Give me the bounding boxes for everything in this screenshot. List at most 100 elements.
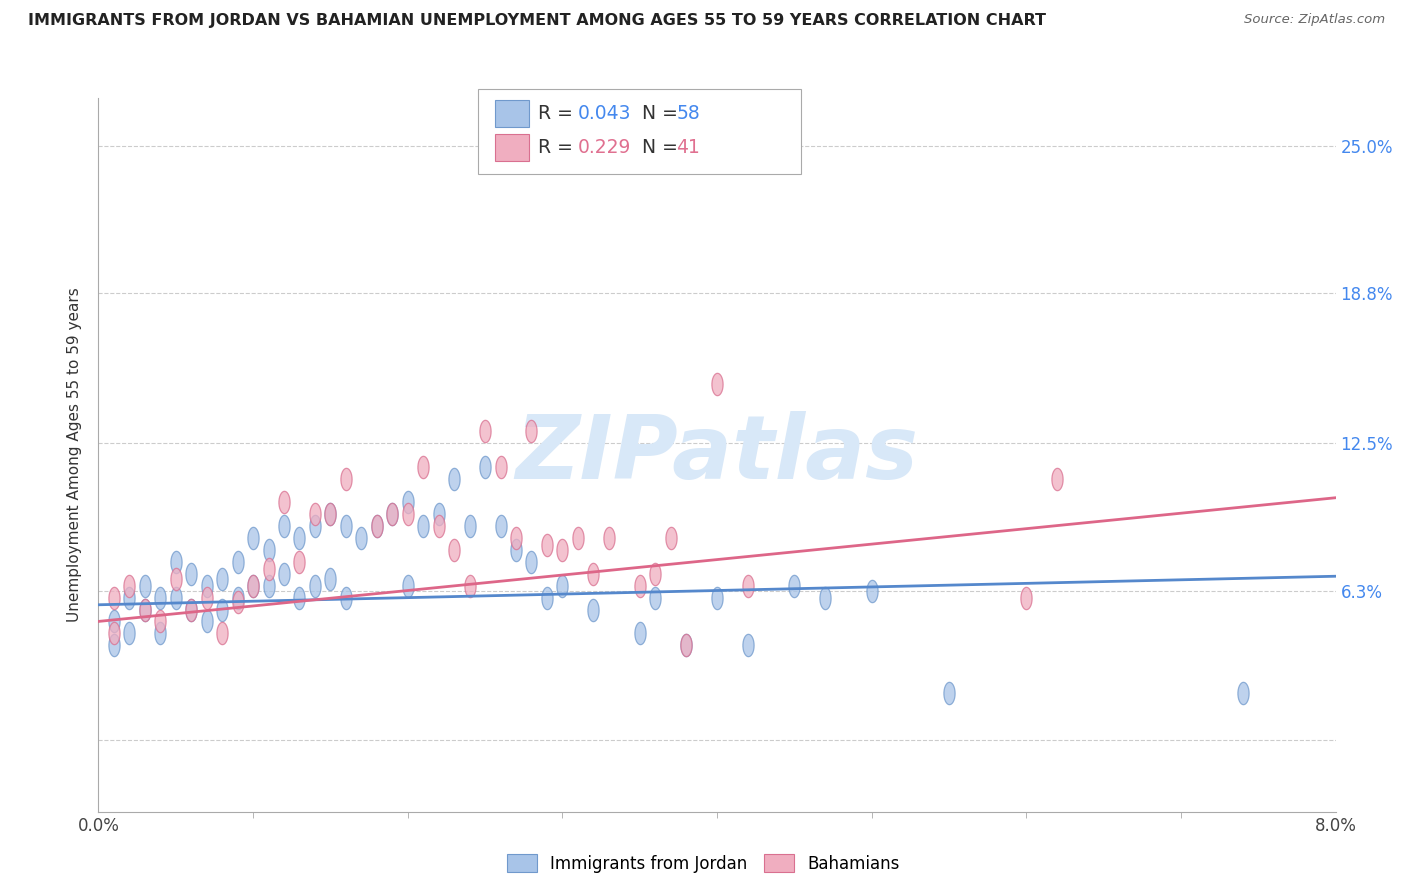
Bahamians (520, 424, 543, 438)
Bahamians (180, 602, 202, 616)
Immigrants from Jordan (242, 531, 264, 545)
Immigrants from Jordan (195, 579, 218, 593)
Immigrants from Jordan (257, 579, 280, 593)
Bahamians (737, 579, 759, 593)
Text: 58: 58 (676, 103, 700, 123)
Bahamians (211, 626, 233, 640)
Text: N =: N = (630, 137, 683, 157)
Text: Source: ZipAtlas.com: Source: ZipAtlas.com (1244, 13, 1385, 27)
Bahamians (489, 459, 512, 474)
Immigrants from Jordan (860, 583, 883, 598)
Immigrants from Jordan (1232, 686, 1254, 700)
Bahamians (474, 424, 496, 438)
Bahamians (505, 531, 527, 545)
Bahamians (443, 543, 465, 558)
Immigrants from Jordan (180, 566, 202, 581)
Immigrants from Jordan (350, 531, 373, 545)
Bahamians (273, 495, 295, 509)
Immigrants from Jordan (396, 495, 419, 509)
Immigrants from Jordan (304, 519, 326, 533)
Immigrants from Jordan (474, 459, 496, 474)
Immigrants from Jordan (412, 519, 434, 533)
Immigrants from Jordan (366, 519, 388, 533)
Bahamians (628, 579, 651, 593)
Immigrants from Jordan (427, 508, 450, 522)
Immigrants from Jordan (118, 591, 141, 605)
Immigrants from Jordan (814, 591, 837, 605)
Y-axis label: Unemployment Among Ages 55 to 59 years: Unemployment Among Ages 55 to 59 years (67, 287, 83, 623)
Immigrants from Jordan (288, 591, 311, 605)
Immigrants from Jordan (319, 508, 342, 522)
Bahamians (288, 555, 311, 569)
Bahamians (366, 519, 388, 533)
Immigrants from Jordan (675, 638, 697, 652)
Immigrants from Jordan (273, 519, 295, 533)
Bahamians (319, 508, 342, 522)
Immigrants from Jordan (195, 615, 218, 629)
Bahamians (675, 638, 697, 652)
Immigrants from Jordan (211, 602, 233, 616)
Text: N =: N = (630, 103, 683, 123)
Bahamians (427, 519, 450, 533)
Text: ZIPatlas: ZIPatlas (516, 411, 918, 499)
Bahamians (134, 602, 156, 616)
Immigrants from Jordan (242, 579, 264, 593)
Text: 41: 41 (676, 137, 700, 157)
Bahamians (644, 566, 666, 581)
Bahamians (149, 615, 172, 629)
Immigrants from Jordan (288, 531, 311, 545)
Immigrants from Jordan (551, 579, 574, 593)
Bahamians (582, 566, 605, 581)
Immigrants from Jordan (783, 579, 806, 593)
Immigrants from Jordan (396, 579, 419, 593)
Text: R =: R = (538, 137, 579, 157)
Immigrants from Jordan (134, 602, 156, 616)
Immigrants from Jordan (226, 591, 249, 605)
Bahamians (226, 595, 249, 609)
Immigrants from Jordan (536, 591, 558, 605)
Immigrants from Jordan (165, 555, 187, 569)
Text: 0.043: 0.043 (578, 103, 631, 123)
Bahamians (1046, 472, 1069, 486)
Bahamians (195, 591, 218, 605)
Immigrants from Jordan (211, 572, 233, 586)
Immigrants from Jordan (644, 591, 666, 605)
Immigrants from Jordan (149, 591, 172, 605)
Immigrants from Jordan (628, 626, 651, 640)
Immigrants from Jordan (149, 626, 172, 640)
Immigrants from Jordan (505, 543, 527, 558)
Bahamians (567, 531, 589, 545)
Immigrants from Jordan (443, 472, 465, 486)
Legend: Immigrants from Jordan, Bahamians: Immigrants from Jordan, Bahamians (501, 847, 905, 880)
Immigrants from Jordan (103, 638, 125, 652)
Immigrants from Jordan (226, 555, 249, 569)
Immigrants from Jordan (304, 579, 326, 593)
Immigrants from Jordan (335, 591, 357, 605)
Immigrants from Jordan (582, 602, 605, 616)
Immigrants from Jordan (319, 572, 342, 586)
Immigrants from Jordan (180, 602, 202, 616)
Bahamians (103, 626, 125, 640)
Immigrants from Jordan (134, 579, 156, 593)
Text: R =: R = (538, 103, 579, 123)
Immigrants from Jordan (335, 519, 357, 533)
Bahamians (458, 579, 481, 593)
Bahamians (118, 579, 141, 593)
Bahamians (103, 591, 125, 605)
Bahamians (165, 572, 187, 586)
Immigrants from Jordan (520, 555, 543, 569)
Bahamians (598, 531, 620, 545)
Bahamians (412, 459, 434, 474)
Bahamians (396, 508, 419, 522)
Immigrants from Jordan (489, 519, 512, 533)
Bahamians (304, 508, 326, 522)
Bahamians (551, 543, 574, 558)
Immigrants from Jordan (381, 508, 404, 522)
Bahamians (536, 538, 558, 552)
Text: IMMIGRANTS FROM JORDAN VS BAHAMIAN UNEMPLOYMENT AMONG AGES 55 TO 59 YEARS CORREL: IMMIGRANTS FROM JORDAN VS BAHAMIAN UNEMP… (28, 13, 1046, 29)
Bahamians (659, 531, 682, 545)
Immigrants from Jordan (458, 519, 481, 533)
Bahamians (381, 508, 404, 522)
Bahamians (706, 376, 728, 391)
Immigrants from Jordan (103, 615, 125, 629)
